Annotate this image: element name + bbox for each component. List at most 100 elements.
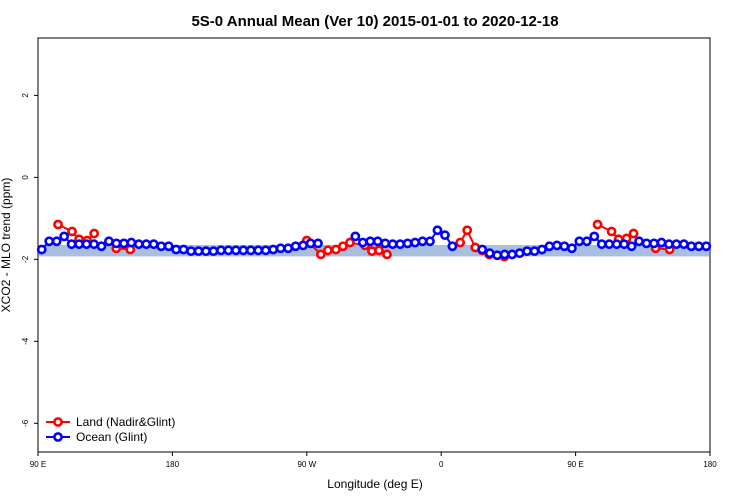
data-point [387,239,398,250]
data-point [664,239,674,250]
data-point [193,246,204,257]
y-tick-label: 2 [21,93,30,98]
data-point [402,238,413,249]
data-point [156,241,167,252]
data-point [51,236,62,247]
data-point [507,249,518,260]
data-point [357,237,368,248]
data-point [634,236,644,247]
data-point [186,246,196,257]
y-tick-label: -4 [21,337,30,345]
data-point [268,244,279,255]
data-point [74,239,84,250]
data-point [380,238,391,249]
data-point [275,243,286,254]
data-point [544,241,555,252]
data-point [238,245,249,256]
data-point [372,236,383,247]
data-point [425,236,435,247]
data-point [619,239,630,250]
x-tick-label: 0 [439,460,444,469]
legend-swatch [53,432,63,442]
data-point [315,249,326,260]
data-point [298,240,308,251]
data-point [626,241,637,252]
data-point [111,238,122,249]
data-point [66,239,77,250]
data-point [529,246,540,257]
data-point [499,249,510,260]
legend-swatch [53,417,63,427]
data-point [89,239,99,250]
data-point [104,236,114,247]
data-point [656,237,667,248]
x-tick-label: 90 E [567,460,583,469]
data-point [118,238,129,249]
data-point [462,225,473,236]
data-point [253,245,264,256]
y-tick-label: -2 [21,255,30,263]
data-point [455,237,466,248]
data-point [201,246,211,257]
data-point [36,244,47,255]
legend-label: Land (Nadir&Glint) [76,415,175,429]
data-point [589,231,600,242]
data-point [290,241,301,252]
x-tick-label: 90 W [297,460,316,469]
data-point [223,245,234,256]
data-point [148,239,159,250]
data-point [374,245,384,256]
data-point [611,239,622,250]
x-tick-label: 180 [166,460,180,469]
data-point [641,238,652,249]
data-point [365,236,376,247]
data-point [477,244,488,255]
legend-label: Ocean (Glint) [76,430,147,444]
data-point [417,236,428,247]
chart-title: 5S-0 Annual Mean (Ver 10) 2015-01-01 to … [191,13,558,30]
data-point [492,250,503,261]
x-tick-label: 180 [703,460,717,469]
data-point [230,245,241,256]
data-point [305,238,316,249]
data-point [701,241,712,252]
data-point [447,241,458,252]
data-point [216,245,226,256]
data-point [410,237,420,248]
data-point [581,236,592,247]
data-point [171,244,182,255]
data-point [606,226,617,237]
data-point [596,239,607,250]
data-point [67,226,77,237]
data-point [126,237,137,248]
data-point [245,245,256,256]
y-tick-label: -6 [21,419,30,427]
data-point [537,244,547,255]
x-axis-label: Longitude (deg E) [327,477,422,491]
data-point [686,241,697,252]
data-point [141,239,152,250]
y-tick-label: 0 [21,175,30,180]
data-point [260,245,271,256]
data-point [440,230,450,241]
data-point [178,244,189,255]
data-point [81,239,92,250]
data-point [592,219,603,230]
data-point [552,240,562,251]
data-point [559,241,570,252]
y-axis-label: XCO2 - MLO trend (ppm) [0,178,13,313]
data-point [283,243,294,254]
data-point [345,237,355,248]
data-point [322,245,333,256]
data-point [395,239,406,250]
data-point [96,241,107,252]
data-point [208,246,219,257]
data-point [133,239,144,250]
data-point [566,243,577,254]
data-point [163,241,174,252]
data-point [649,238,659,249]
data-point [89,228,100,239]
data-point [350,231,361,242]
data-point [671,239,682,250]
